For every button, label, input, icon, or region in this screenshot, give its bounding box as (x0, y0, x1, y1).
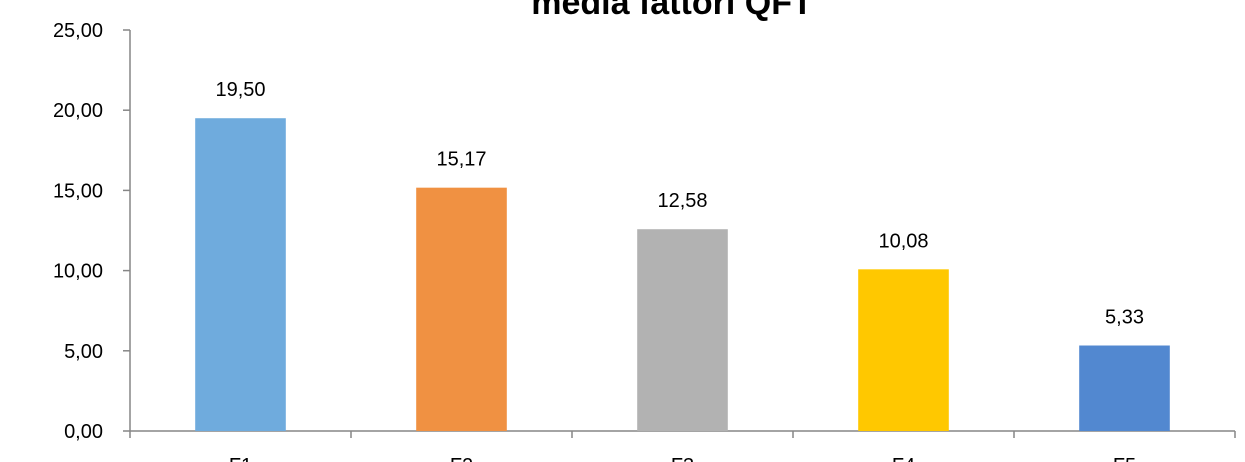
data-label: 15,17 (436, 149, 486, 171)
chart-title: media fattori QFT (531, 0, 813, 22)
y-axis: 0,00 5,00 10,00 15,00 20,00 25,00 (53, 20, 130, 443)
bar-f1 (195, 118, 286, 431)
y-tick-label: 5,00 (64, 341, 103, 363)
bar-f4 (858, 269, 949, 431)
x-axis: F1 F2 F3 F4 F5 (130, 431, 1235, 462)
bar-f5 (1079, 346, 1170, 431)
x-tick-label: F2 (450, 455, 473, 462)
y-tick-label: 20,00 (53, 100, 103, 122)
bars (195, 118, 1170, 431)
x-tick-label: F3 (671, 455, 694, 462)
data-label: 5,33 (1105, 307, 1144, 329)
x-tick-label: F1 (229, 455, 252, 462)
bar-f3 (637, 229, 728, 431)
data-label: 19,50 (215, 79, 265, 101)
data-label: 12,58 (657, 190, 707, 212)
data-label: 10,08 (878, 230, 928, 252)
y-tick-label: 15,00 (53, 180, 103, 202)
x-tick-label: F5 (1113, 455, 1136, 462)
y-tick-label: 0,00 (64, 421, 103, 443)
bar-f2 (416, 188, 507, 431)
x-tick-label: F4 (892, 455, 915, 462)
y-tick-label: 10,00 (53, 261, 103, 283)
y-tick-label: 25,00 (53, 20, 103, 42)
